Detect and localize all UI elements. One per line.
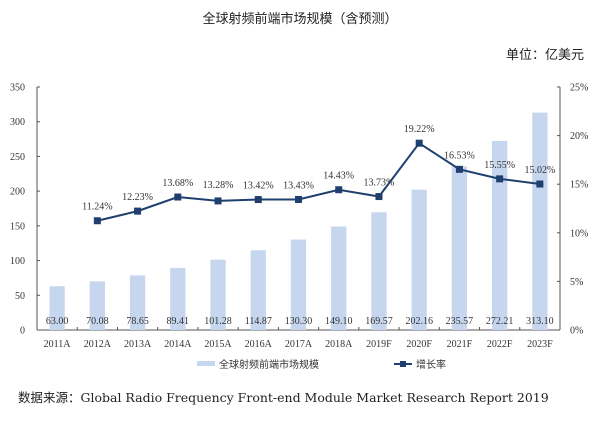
growth-rate-marker <box>415 139 423 147</box>
source-note: 数据来源：Global Radio Frequency Front-end Mo… <box>18 390 549 405</box>
growth-rate-label: 13.28% <box>203 180 234 191</box>
x-axis-tick-label: 2018A <box>325 339 353 350</box>
growth-rate-marker <box>295 195 302 203</box>
x-axis-tick-label: 2013A <box>124 339 152 350</box>
bar <box>331 226 347 330</box>
axes: 0 50 100 150 200 250 300 350 0% 5% 10% 15% 20% 25% 201… <box>10 83 588 351</box>
chart-title: 全球射频前端市场规模（含预测） <box>202 12 398 27</box>
right-axis-tick-label: 20% <box>570 131 588 142</box>
x-axis-tick-label: 2020F <box>406 339 432 350</box>
bar <box>250 250 266 330</box>
growth-rate-label: 12.23% <box>122 192 153 203</box>
left-axis-tick-label: 0 <box>20 326 25 337</box>
bar-value-label: 114.87 <box>245 316 272 327</box>
left-axis-tick-label: 350 <box>10 83 25 94</box>
growth-rate-label: 11.24% <box>82 202 112 213</box>
bar-value-label: 130.30 <box>285 316 313 327</box>
x-axis-tick-label: 2011A <box>44 339 72 350</box>
bar-value-label: 89.41 <box>167 316 190 327</box>
bar <box>532 112 548 330</box>
left-axis-tick-label: 150 <box>10 221 25 232</box>
left-axis-tick-label: 200 <box>10 187 25 198</box>
legend-swatch-marker <box>400 361 406 367</box>
left-axis-tick-label: 300 <box>10 117 25 128</box>
x-axis-tick-label: 2022F <box>487 339 513 350</box>
right-axis-tick-label: 15% <box>570 180 588 191</box>
growth-rate-marker <box>254 196 262 204</box>
bar-value-label: 70.08 <box>86 316 109 327</box>
legend-swatch-bar <box>197 361 215 366</box>
left-axis-tick-label: 50 <box>15 291 25 302</box>
bar <box>210 259 226 330</box>
growth-rate-label: 19.22% <box>404 124 435 135</box>
bar <box>411 189 427 330</box>
legend-label-bar: 全球射频前端市场规模 <box>219 358 319 371</box>
bar-value-label: 101.28 <box>204 316 232 327</box>
data-labels: 63.00 70.08 78.65 89.41 101.28 114.87 130.30 14… <box>46 124 555 327</box>
growth-rate-label: 15.02% <box>524 165 555 176</box>
bar <box>170 267 186 330</box>
x-axis-tick-label: 2019F <box>366 339 392 350</box>
growth-rate-marker <box>496 175 504 183</box>
bar <box>129 275 146 330</box>
right-axis-tick-label: 25% <box>570 83 588 94</box>
bar-value-label: 313.10 <box>526 316 554 327</box>
growth-rate-marker <box>134 207 142 215</box>
bar <box>492 141 508 330</box>
right-axis-tick-label: 10% <box>570 228 588 239</box>
x-axis-tick-label: 2021F <box>447 339 473 350</box>
x-axis-tick-label: 2023F <box>527 339 553 350</box>
growth-rate-label: 13.42% <box>243 181 274 192</box>
growth-rate-marker <box>93 217 101 225</box>
growth-rate-line <box>97 141 541 222</box>
x-axis-tick-label: 2014A <box>164 339 192 350</box>
growth-rate-label: 14.43% <box>323 171 354 182</box>
bar <box>89 281 105 330</box>
bar <box>371 212 387 330</box>
growth-rate-marker <box>455 165 463 173</box>
bar <box>49 286 65 330</box>
x-axis-tick-label: 2016A <box>245 339 273 350</box>
bar-series <box>49 112 548 330</box>
growth-rate-marker <box>335 186 343 194</box>
growth-rate-label: 16.53% <box>444 150 475 161</box>
growth-rate-marker <box>375 193 383 201</box>
growth-rate-label: 13.68% <box>162 178 193 189</box>
growth-rate-label: 13.43% <box>283 180 314 191</box>
left-axis-tick-label: 100 <box>10 256 25 267</box>
growth-rate-marker <box>214 197 222 205</box>
x-axis-tick-label: 2015A <box>204 339 232 350</box>
right-axis-tick-label: 5% <box>570 277 583 288</box>
line-series <box>93 139 544 225</box>
growth-rate-marker <box>174 193 182 201</box>
x-axis-tick-label: 2017A <box>285 339 313 350</box>
legend-label-line: 增长率 <box>416 358 446 371</box>
x-axis-tick-label: 2012A <box>84 339 112 350</box>
unit-label: 单位：亿美元 <box>505 48 584 63</box>
bar-value-label: 78.65 <box>126 316 149 327</box>
legend: 全球射频前端市场规模 增长率 <box>197 358 446 371</box>
growth-rate-label: 13.73% <box>364 178 395 189</box>
bar-value-label: 202.16 <box>405 316 433 327</box>
right-axis-tick-label: 0% <box>570 326 583 337</box>
growth-rate-label: 15.55% <box>484 160 515 171</box>
bar <box>290 239 307 330</box>
bar <box>451 166 468 330</box>
growth-rate-marker <box>536 180 544 188</box>
bar-value-label: 272.21 <box>486 316 514 327</box>
bar-value-label: 149.10 <box>325 316 353 327</box>
left-axis-tick-label: 250 <box>10 152 25 163</box>
bar-value-label: 235.57 <box>446 316 474 327</box>
bar-value-label: 63.00 <box>46 316 69 327</box>
bar-value-label: 169.57 <box>365 316 393 327</box>
